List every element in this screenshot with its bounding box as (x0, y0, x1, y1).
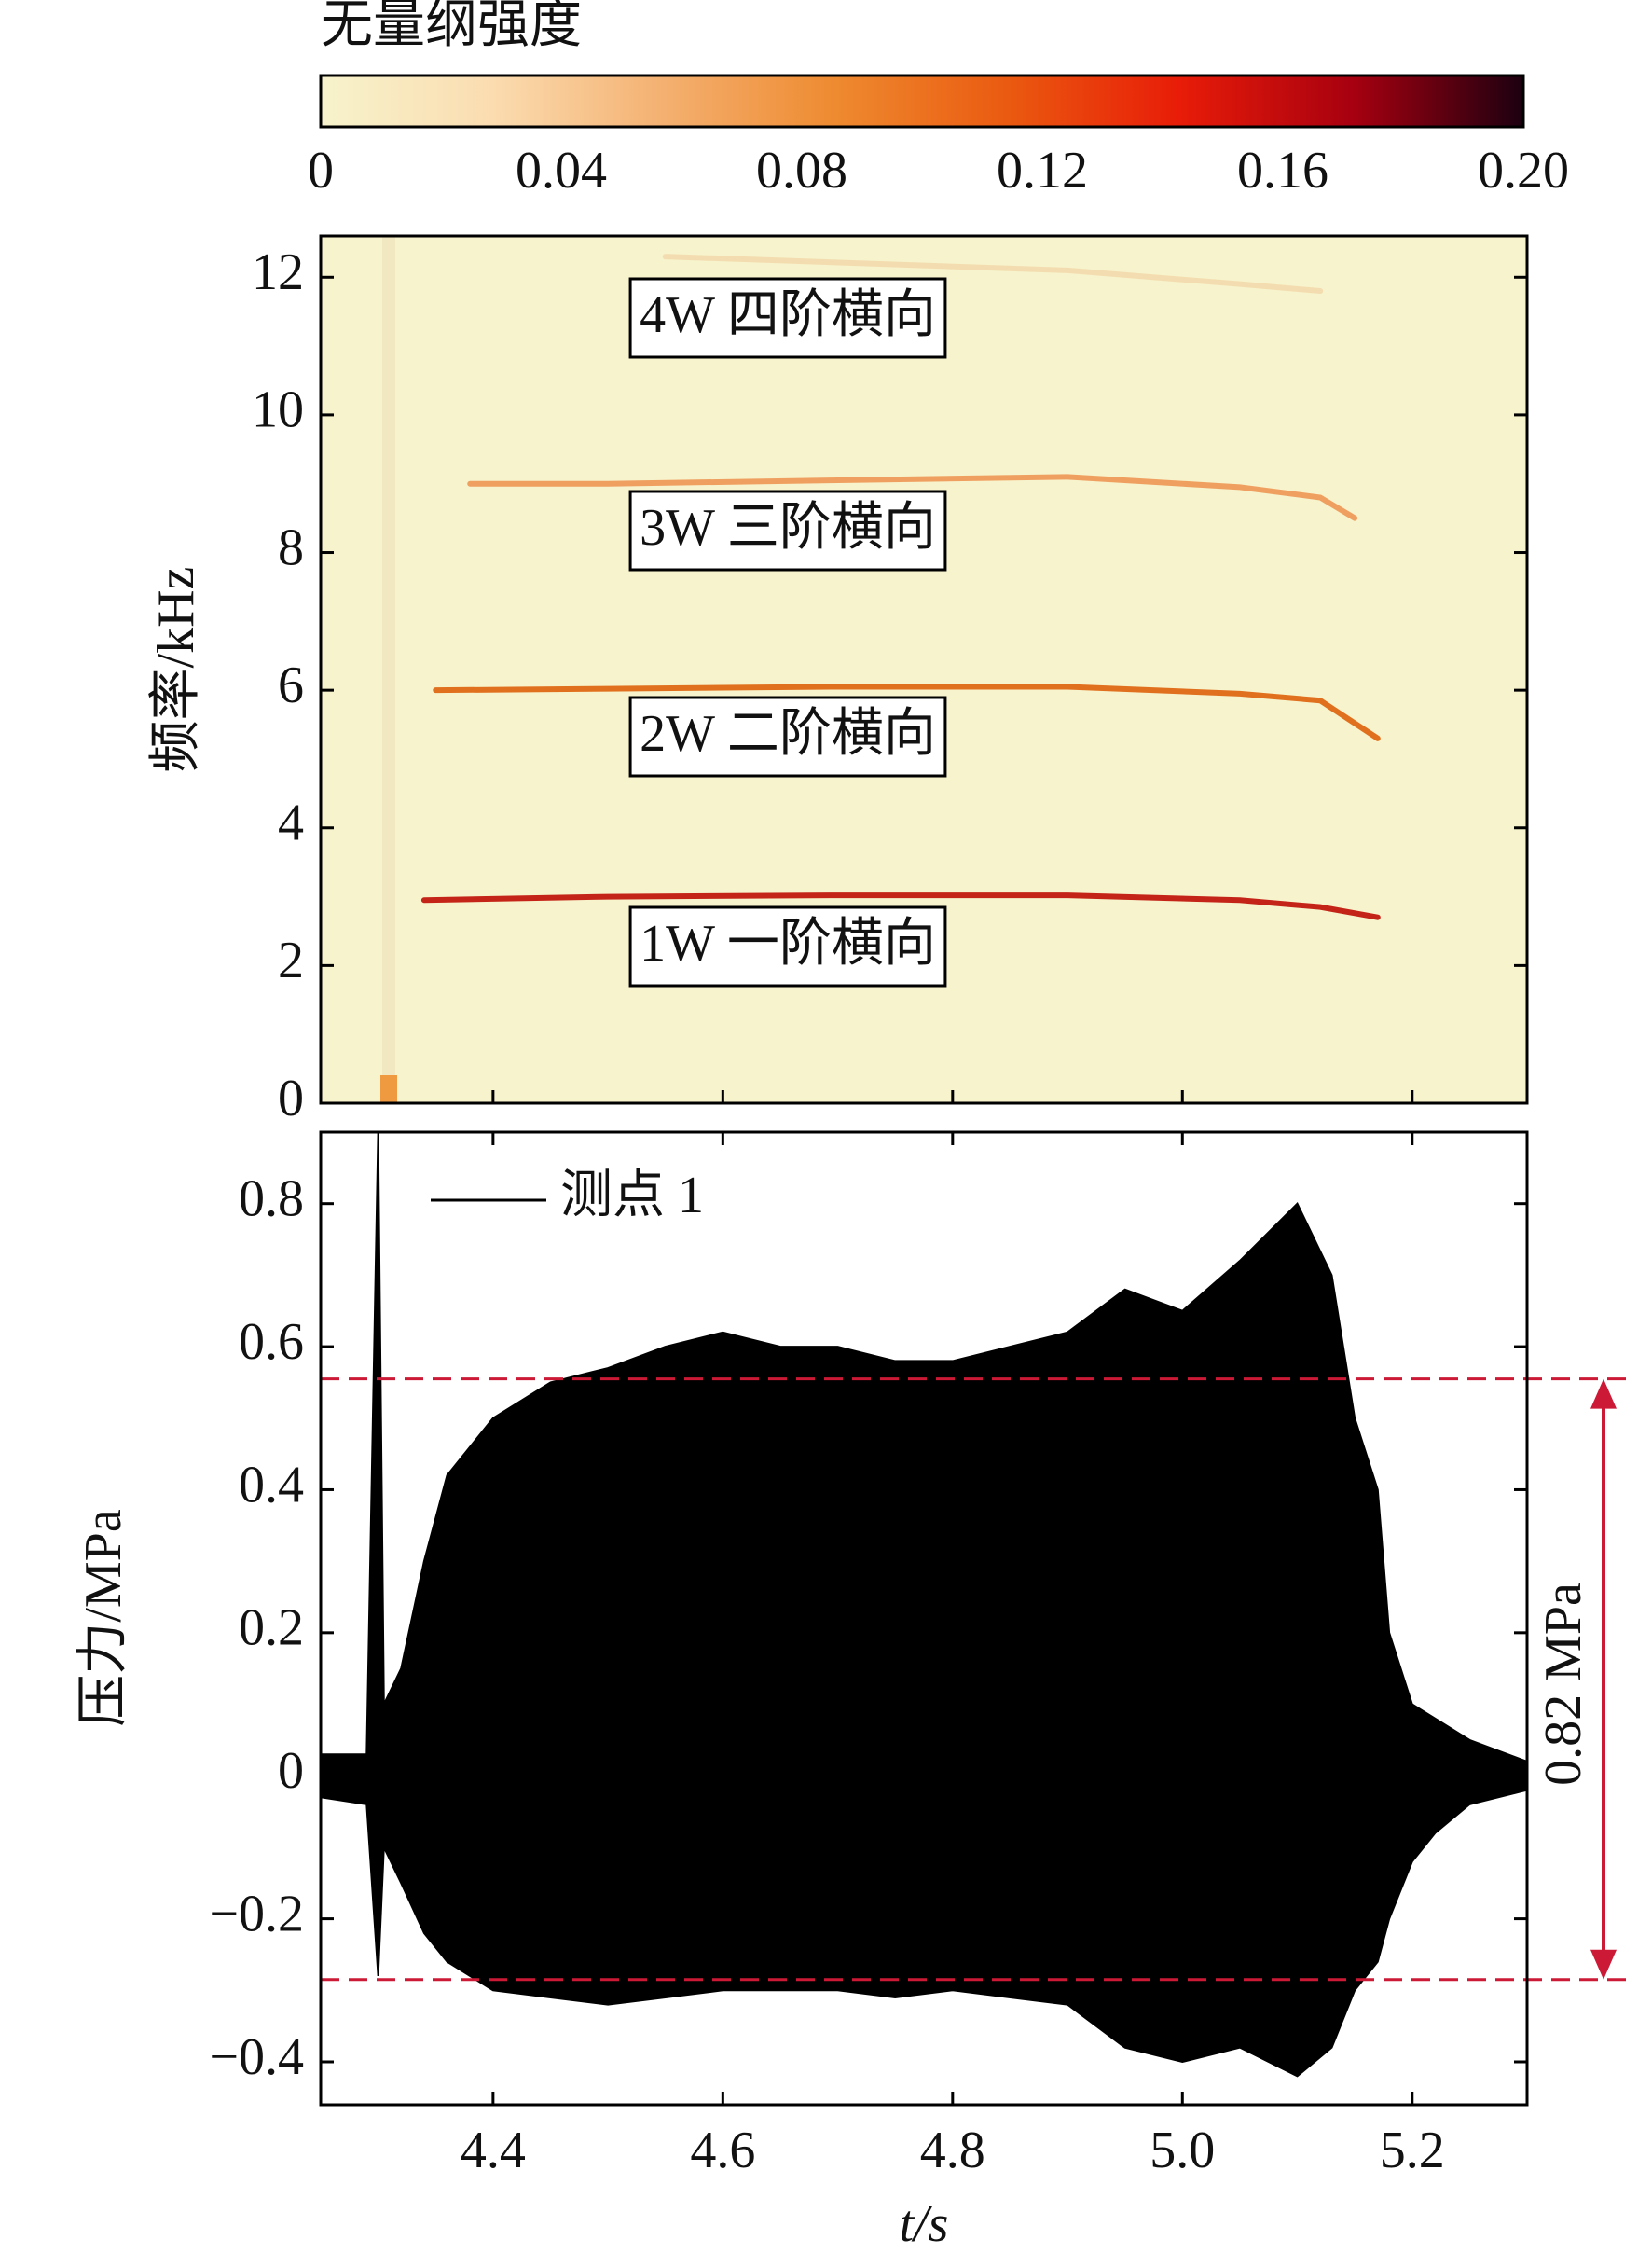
x-tick-label: 4.8 (920, 2122, 985, 2179)
mode-label-box (628, 277, 947, 359)
impact-spot (380, 1075, 397, 1103)
ridge-line (433, 684, 1381, 741)
mode-label-box (628, 696, 947, 778)
colorbar-tick-label: 0 (308, 142, 334, 200)
y-tick-label: 10 (252, 381, 304, 439)
mode-label-box (628, 490, 947, 572)
y-tick-label: 8 (278, 518, 304, 576)
arrow-head (1590, 1378, 1617, 1409)
mode-label-box (628, 905, 947, 988)
y-tick-label: 0.4 (239, 1456, 304, 1514)
colorbar-tick-label: 0.20 (1478, 142, 1569, 200)
y-axis-label: 频率/kHz (147, 567, 205, 773)
mode-label: 1W 一阶横向 (640, 915, 936, 973)
colorbar-tick-label: 0.16 (1237, 142, 1328, 200)
colorbar-tick-label: 0.08 (756, 142, 847, 200)
x-tick-label: 5.2 (1380, 2122, 1445, 2179)
x-tick-label: 5.0 (1150, 2122, 1215, 2179)
y-tick-label: −0.2 (209, 1885, 304, 1942)
signal-envelope (320, 1131, 1528, 1777)
y-tick-label: 0 (278, 1742, 304, 1800)
colorbar-title: 无量纲强度 (321, 0, 582, 54)
y-axis-label: 压力/MPa (75, 1509, 132, 1726)
ridge-line (467, 474, 1358, 521)
plot-frame (319, 1130, 1529, 2107)
y-tick-label: 0 (278, 1070, 304, 1127)
impact-stripe (382, 236, 395, 1103)
y-tick-label: 12 (252, 243, 304, 301)
x-tick-label: 4.4 (461, 2122, 526, 2179)
colorbar-tick-label: 0.12 (997, 142, 1088, 200)
y-tick-label: 0.2 (239, 1599, 304, 1657)
x-axis-label: t/s (900, 2195, 949, 2253)
mode-label: 2W 二阶横向 (640, 705, 936, 763)
x-tick-label: 4.6 (690, 2122, 755, 2179)
ridge-line (420, 892, 1381, 920)
y-tick-label: 4 (278, 795, 304, 852)
arrow-head (1590, 1949, 1617, 1980)
y-tick-label: 6 (278, 657, 304, 714)
signal-envelope (320, 1775, 1528, 2078)
colorbar-tick-label: 0.04 (516, 142, 607, 200)
colorbar (319, 74, 1525, 129)
annotation: 0.82 MPa (1535, 1583, 1592, 1786)
y-tick-label: 2 (278, 932, 304, 989)
mode-label: 3W 三阶横向 (640, 499, 936, 557)
plot-frame (319, 234, 1529, 1105)
legend-label: 测点 1 (560, 1167, 704, 1224)
y-tick-label: 0.8 (239, 1170, 304, 1228)
ridge-line (662, 254, 1324, 295)
y-tick-label: −0.4 (209, 2028, 304, 2086)
mode-label: 4W 四阶横向 (640, 286, 936, 344)
y-tick-label: 0.6 (239, 1313, 304, 1371)
